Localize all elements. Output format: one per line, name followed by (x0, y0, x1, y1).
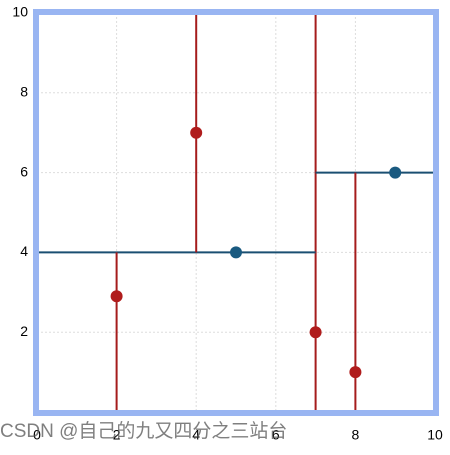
x-tick-label: 8 (352, 427, 360, 443)
point (110, 290, 123, 303)
point (349, 366, 362, 379)
watermark: CSDN @自己的九又四分之三站台 (0, 420, 287, 442)
x-tick-label: 6 (272, 427, 280, 443)
y-tick-label: 4 (20, 243, 28, 259)
y-tick-label: 8 (20, 84, 28, 100)
x-tick-label: 10 (427, 427, 443, 443)
y-tick-label: 6 (20, 163, 28, 179)
point (309, 326, 322, 339)
x-tick-label: 4 (192, 427, 200, 443)
point (190, 126, 203, 139)
y-tick-label: 10 (12, 4, 28, 20)
point (389, 166, 402, 179)
point (230, 246, 242, 259)
y-tick-label: 2 (20, 323, 28, 339)
x-tick-label: 0 (33, 427, 41, 443)
x-tick-label: 2 (113, 427, 121, 443)
plot-border (33, 9, 439, 416)
